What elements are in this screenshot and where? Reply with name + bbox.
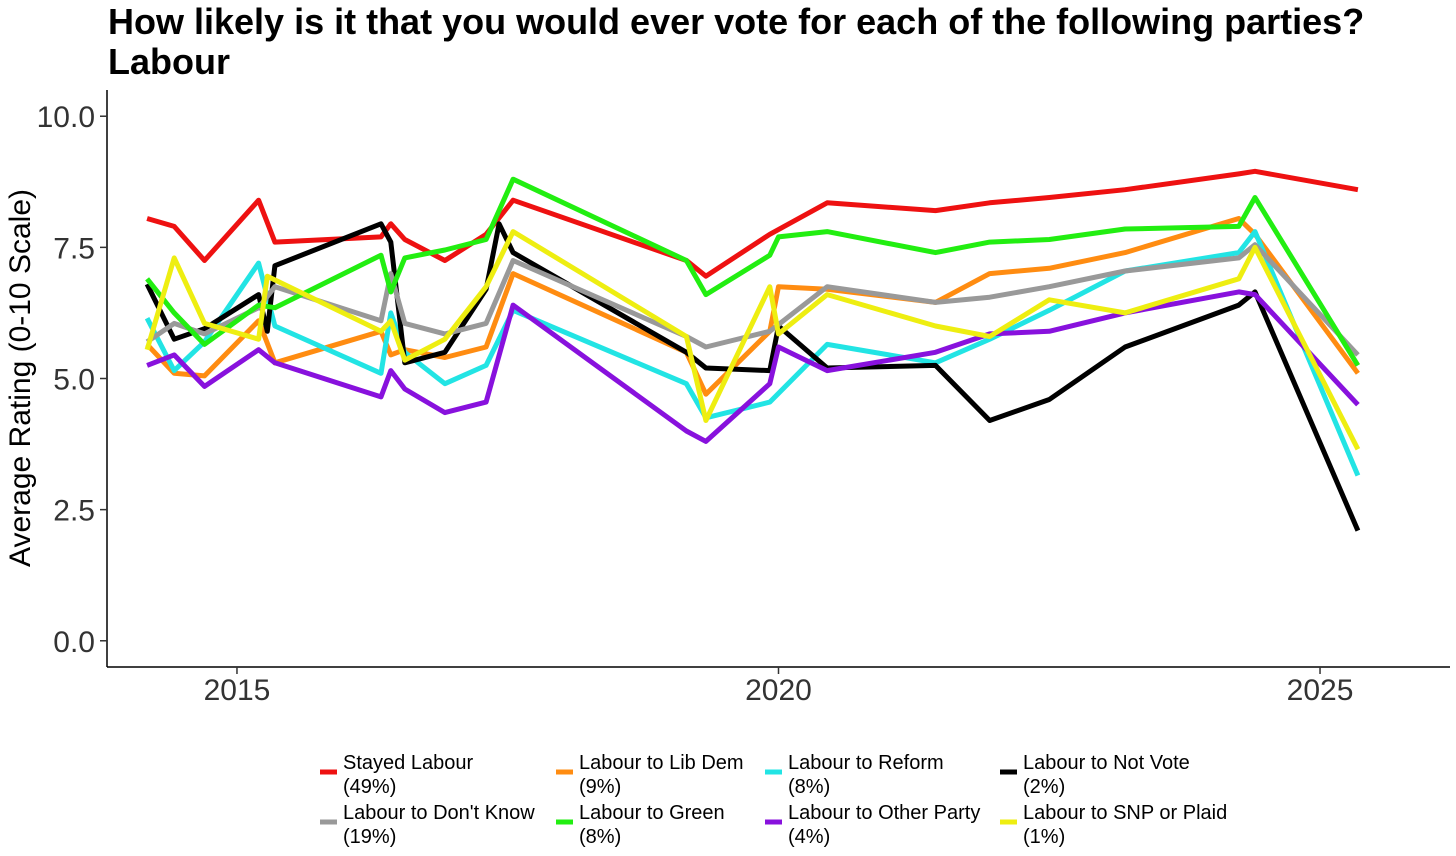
legend-label: Labour to Green (579, 802, 725, 824)
legend-item-labour-to-snp-or-plaid: Labour to SNP or Plaid(1%) (1000, 802, 1227, 848)
legend-item-labour-to-lib-dem: Labour to Lib Dem(9%) (556, 752, 744, 798)
legend: Stayed Labour(49%)Labour to Lib Dem(9%)L… (320, 752, 1227, 848)
legend-share: (9%) (579, 776, 621, 798)
legend-item-labour-to-don-t-know: Labour to Don't Know(19%) (320, 802, 535, 848)
y-tick-label: 10.0 (37, 101, 95, 134)
y-axis-ticks: 0.0 2.5 5.0 7.5 10.0 (37, 101, 107, 659)
plot-lines (144, 168, 1361, 532)
x-axis-ticks: 2015 2020 2025 (204, 667, 1354, 707)
series-line-labour-to-other-party (146, 289, 1360, 444)
series-line-labour-to-not-vote (144, 221, 1361, 532)
y-tick-label: 7.5 (53, 232, 95, 265)
y-tick-label: 5.0 (53, 364, 95, 397)
series-line-stayed-labour (146, 168, 1359, 279)
legend-label: Labour to Other Party (788, 802, 980, 824)
legend-share: (19%) (343, 826, 396, 848)
legend-item-stayed-labour: Stayed Labour(49%) (320, 752, 473, 798)
x-tick-label: 2025 (1287, 674, 1354, 707)
y-tick-label: 0.0 (53, 626, 95, 659)
legend-label: Stayed Labour (343, 752, 473, 774)
legend-share: (2%) (1023, 776, 1065, 798)
legend-label: Labour to Reform (788, 752, 944, 774)
legend-share: (4%) (788, 826, 830, 848)
legend-share: (49%) (343, 776, 396, 798)
series-line-labour-to-green (145, 176, 1361, 367)
chart-title: How likely is it that you would ever vot… (108, 1, 1364, 42)
x-tick-label: 2015 (204, 674, 271, 707)
legend-item-labour-to-reform: Labour to Reform(8%) (765, 752, 944, 798)
legend-share: (8%) (788, 776, 830, 798)
x-tick-label: 2020 (745, 674, 812, 707)
series-line-labour-to-snp-or-plaid (144, 229, 1361, 451)
y-axis-title: Average Rating (0-10 Scale) (4, 189, 37, 567)
legend-item-labour-to-green: Labour to Green(8%) (556, 802, 725, 848)
legend-label: Labour to Lib Dem (579, 752, 744, 774)
legend-label: Labour to Don't Know (343, 802, 535, 824)
legend-item-labour-to-other-party: Labour to Other Party(4%) (765, 802, 980, 848)
legend-item-labour-to-not-vote: Labour to Not Vote(2%) (1000, 752, 1190, 798)
legend-label: Labour to SNP or Plaid (1023, 802, 1227, 824)
legend-share: (1%) (1023, 826, 1065, 848)
y-tick-label: 2.5 (53, 495, 95, 528)
legend-label: Labour to Not Vote (1023, 752, 1190, 774)
chart-subtitle: Labour (108, 41, 230, 82)
legend-share: (8%) (579, 826, 621, 848)
